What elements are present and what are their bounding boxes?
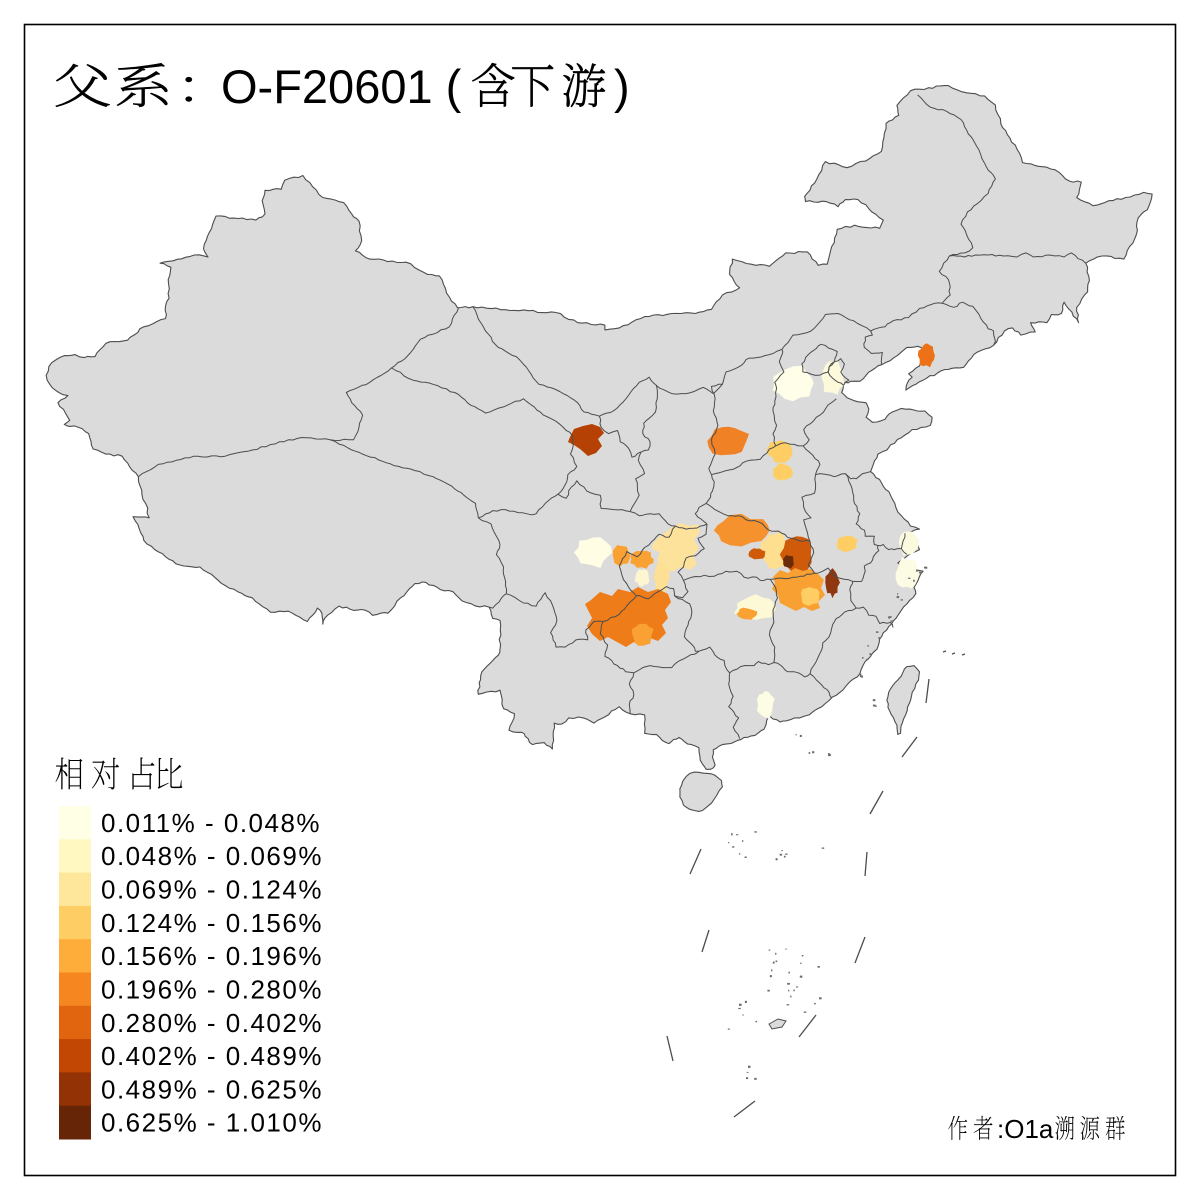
svg-text:0.011% - 0.048%: 0.011% - 0.048% — [101, 808, 321, 838]
svg-text:0.069% - 0.124%: 0.069% - 0.124% — [101, 875, 323, 905]
svg-text:0.402% - 0.489%: 0.402% - 0.489% — [101, 1041, 323, 1071]
svg-text:0.156% - 0.196%: 0.156% - 0.196% — [101, 941, 323, 971]
svg-text:0.280% - 0.402%: 0.280% - 0.402% — [101, 1008, 323, 1038]
svg-text:0.196% - 0.280%: 0.196% - 0.280% — [101, 974, 323, 1004]
svg-text:0.124% - 0.156%: 0.124% - 0.156% — [101, 908, 323, 938]
svg-text:0.625% - 1.010%: 0.625% - 1.010% — [101, 1108, 323, 1138]
svg-text:O-F20601 (: O-F20601 ( — [221, 60, 462, 113]
svg-text::O1a: :O1a — [997, 1114, 1054, 1144]
svg-text:0.048% - 0.069%: 0.048% - 0.069% — [101, 841, 323, 871]
svg-text:0.489% - 0.625%: 0.489% - 0.625% — [101, 1074, 323, 1104]
svg-text:): ) — [614, 60, 630, 113]
